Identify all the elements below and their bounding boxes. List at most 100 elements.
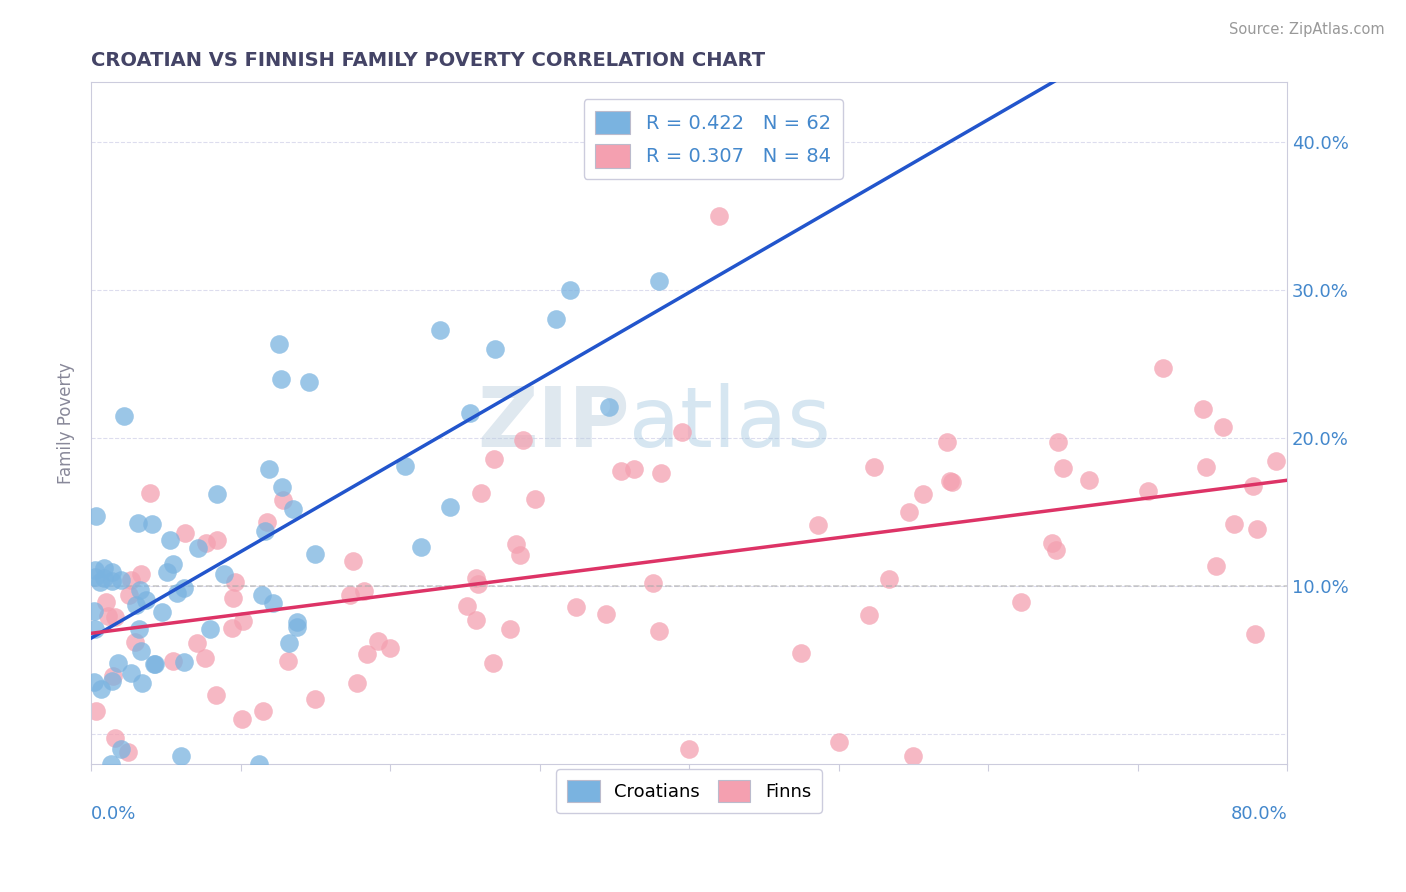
Point [650,466,672,480]
Point [1137,484,1160,499]
Point [83,623,105,637]
Point [458,406,481,420]
Point [1052,460,1074,475]
Point [481,656,503,670]
Point [256,516,278,530]
Legend: Croatians, Finns: Croatians, Finns [557,769,823,813]
Point [598,400,620,414]
Point [939,474,962,488]
Point [353,583,375,598]
Point [101,674,124,689]
Point [1046,435,1069,450]
Point [339,588,361,602]
Point [277,654,299,668]
Point [648,624,671,639]
Point [205,533,228,547]
Point [124,634,146,648]
Point [482,452,505,467]
Point [367,633,389,648]
Point [499,622,522,636]
Point [84,508,107,523]
Point [93,571,115,585]
Point [1241,479,1264,493]
Point [1244,627,1267,641]
Point [484,342,506,356]
Text: CROATIAN VS FINNISH FAMILY POVERTY CORRELATION CHART: CROATIAN VS FINNISH FAMILY POVERTY CORRE… [91,51,765,70]
Point [558,283,581,297]
Text: atlas: atlas [630,383,831,464]
Point [107,656,129,670]
Point [89,574,111,589]
Point [186,636,208,650]
Point [464,571,486,585]
Point [212,567,235,582]
Point [342,554,364,568]
Point [858,608,880,623]
Point [97,609,120,624]
Point [1152,360,1174,375]
Point [270,371,292,385]
Point [187,541,209,555]
Point [912,486,935,500]
Point [110,573,132,587]
Point [1195,460,1218,475]
Point [127,516,149,530]
Point [170,749,193,764]
Point [429,323,451,337]
Point [671,425,693,439]
Point [112,409,135,424]
Point [505,537,527,551]
Point [84,570,107,584]
Point [162,654,184,668]
Point [862,460,884,475]
Point [232,615,254,629]
Y-axis label: Family Poverty: Family Poverty [58,362,75,484]
Point [194,651,217,665]
Point [281,501,304,516]
Point [467,577,489,591]
Point [623,462,645,476]
Point [194,536,217,550]
Point [83,674,105,689]
Point [129,567,152,582]
Point [565,599,588,614]
Point [162,557,184,571]
Point [120,666,142,681]
Point [346,675,368,690]
Point [1205,559,1227,574]
Point [903,749,925,764]
Point [678,742,700,756]
Point [174,525,197,540]
Point [707,209,730,223]
Point [470,486,492,500]
Point [156,565,179,579]
Point [101,668,124,682]
Point [257,462,280,476]
Point [93,561,115,575]
Point [96,595,118,609]
Point [1222,516,1244,531]
Point [935,434,957,449]
Point [941,475,963,490]
Point [247,756,270,771]
Point [509,548,531,562]
Point [101,574,124,588]
Point [262,596,284,610]
Point [1040,536,1063,550]
Point [1078,473,1101,487]
Point [254,524,277,538]
Point [159,533,181,547]
Point [523,492,546,507]
Point [1212,419,1234,434]
Point [224,574,246,589]
Point [1246,522,1268,536]
Text: 80.0%: 80.0% [1230,805,1286,823]
Point [166,586,188,600]
Point [135,593,157,607]
Point [877,572,900,586]
Point [90,681,112,696]
Point [790,646,813,660]
Point [1010,594,1032,608]
Point [131,644,153,658]
Point [118,588,141,602]
